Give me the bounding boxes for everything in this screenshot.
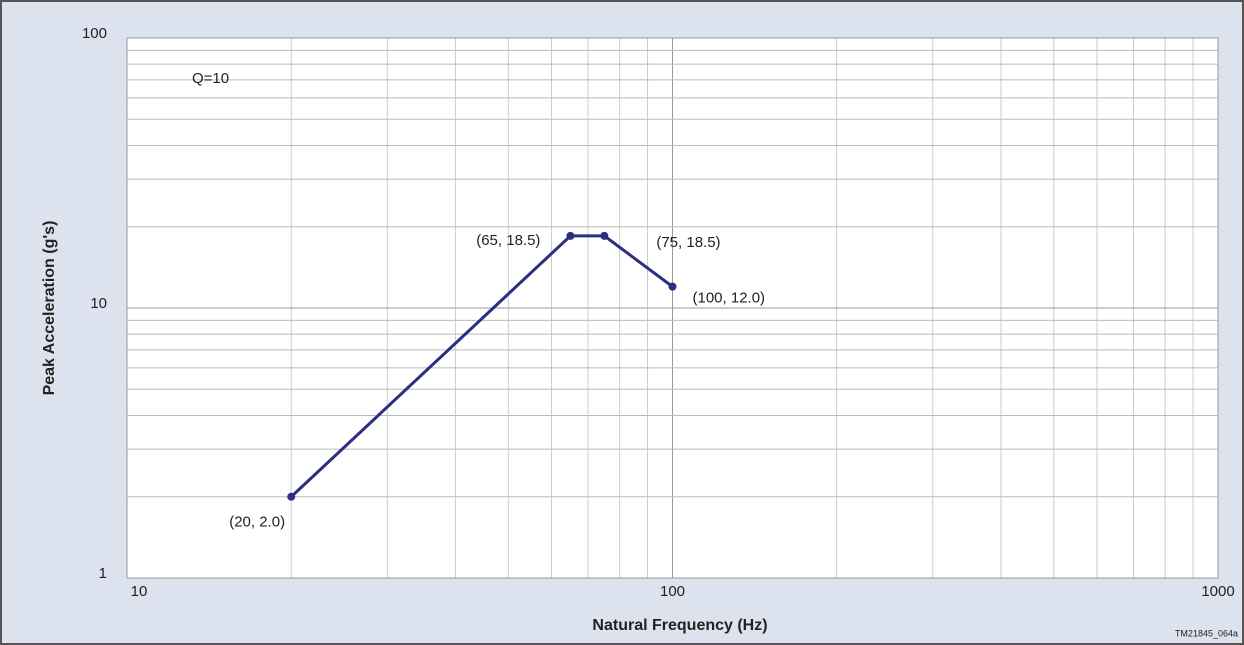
x-tick-label: 10 [131,583,148,600]
y-axis-title: Peak Acceleration (g's) [41,221,58,396]
x-tick-label: 1000 [1201,583,1234,600]
data-label: (75, 18.5) [656,234,720,251]
x-axis-title: Natural Frequency (Hz) [592,617,767,634]
data-label: (20, 2.0) [229,514,285,531]
annotation: Q=10 [192,70,229,87]
x-tick-label: 100 [660,583,685,600]
point [287,492,296,501]
data-label: (65, 18.5) [476,232,540,249]
y-tick-label: 10 [90,295,107,312]
point [600,231,609,240]
line [290,234,674,498]
y-tick-label: 1 [99,565,107,582]
point [668,282,677,291]
y-tick-label: 100 [82,25,107,42]
data-label: (100, 12.0) [693,290,766,307]
point [566,231,575,240]
footnote: TM21845_064a [1175,628,1238,638]
